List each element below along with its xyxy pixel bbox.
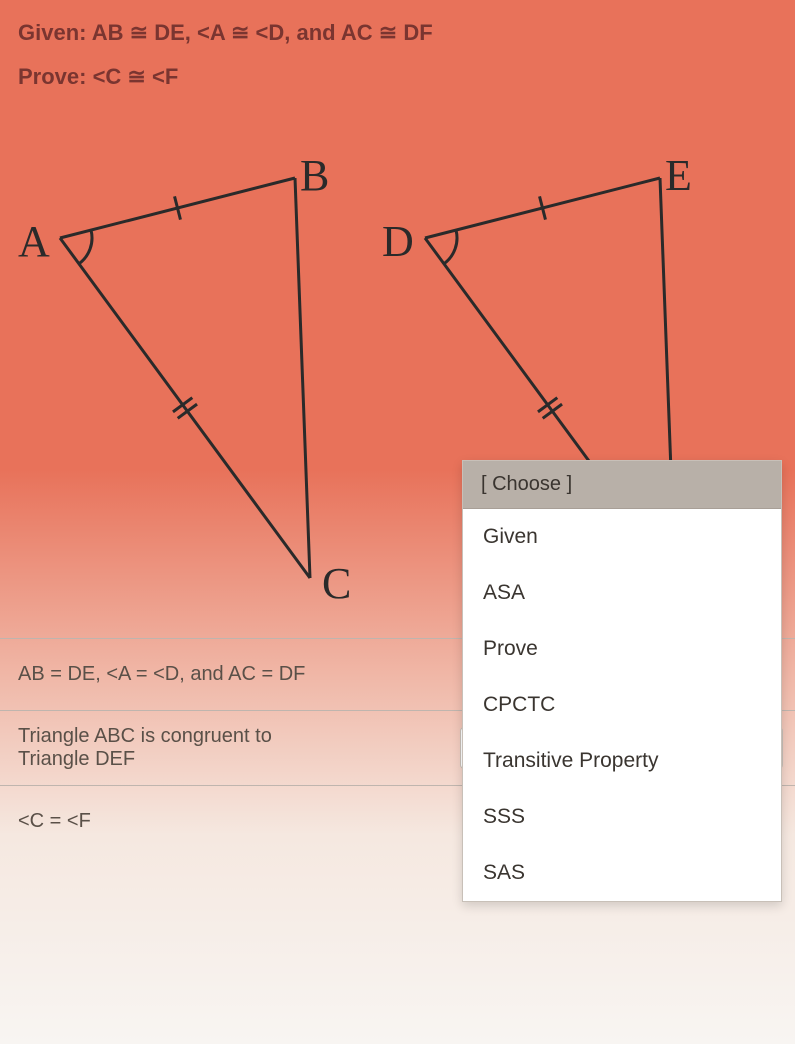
- problem-header: Given: AB ≅ DE, <A ≅ <D, and AC ≅ DF Pro…: [0, 0, 795, 90]
- statement-cell: <C = <F: [0, 796, 460, 847]
- vertex-C: C: [322, 558, 351, 609]
- vertex-B: B: [300, 150, 329, 201]
- dropdown-placeholder[interactable]: [ Choose ]: [463, 461, 781, 509]
- vertex-A: A: [18, 216, 50, 267]
- statement-cell: AB = DE, <A = <D, and AC = DF: [0, 649, 460, 700]
- statement-line: Triangle ABC is congruent to: [18, 725, 442, 748]
- given-text: Given: AB ≅ DE, <A ≅ <D, and AC ≅ DF: [18, 20, 777, 46]
- statement-cell: Triangle ABC is congruent to Triangle DE…: [0, 711, 460, 785]
- vertex-E: E: [665, 150, 692, 201]
- reason-dropdown-open[interactable]: [ Choose ] Given ASA Prove CPCTC Transit…: [462, 460, 782, 902]
- dropdown-option[interactable]: CPCTC: [463, 677, 781, 733]
- dropdown-option[interactable]: Given: [463, 509, 781, 565]
- statement-line: Triangle DEF: [18, 748, 442, 771]
- dropdown-option[interactable]: Prove: [463, 621, 781, 677]
- vertex-D: D: [382, 216, 414, 267]
- prove-text: Prove: <C ≅ <F: [18, 64, 777, 90]
- dropdown-option[interactable]: Transitive Property: [463, 733, 781, 789]
- dropdown-option[interactable]: SSS: [463, 789, 781, 845]
- dropdown-option[interactable]: ASA: [463, 565, 781, 621]
- dropdown-option[interactable]: SAS: [463, 845, 781, 901]
